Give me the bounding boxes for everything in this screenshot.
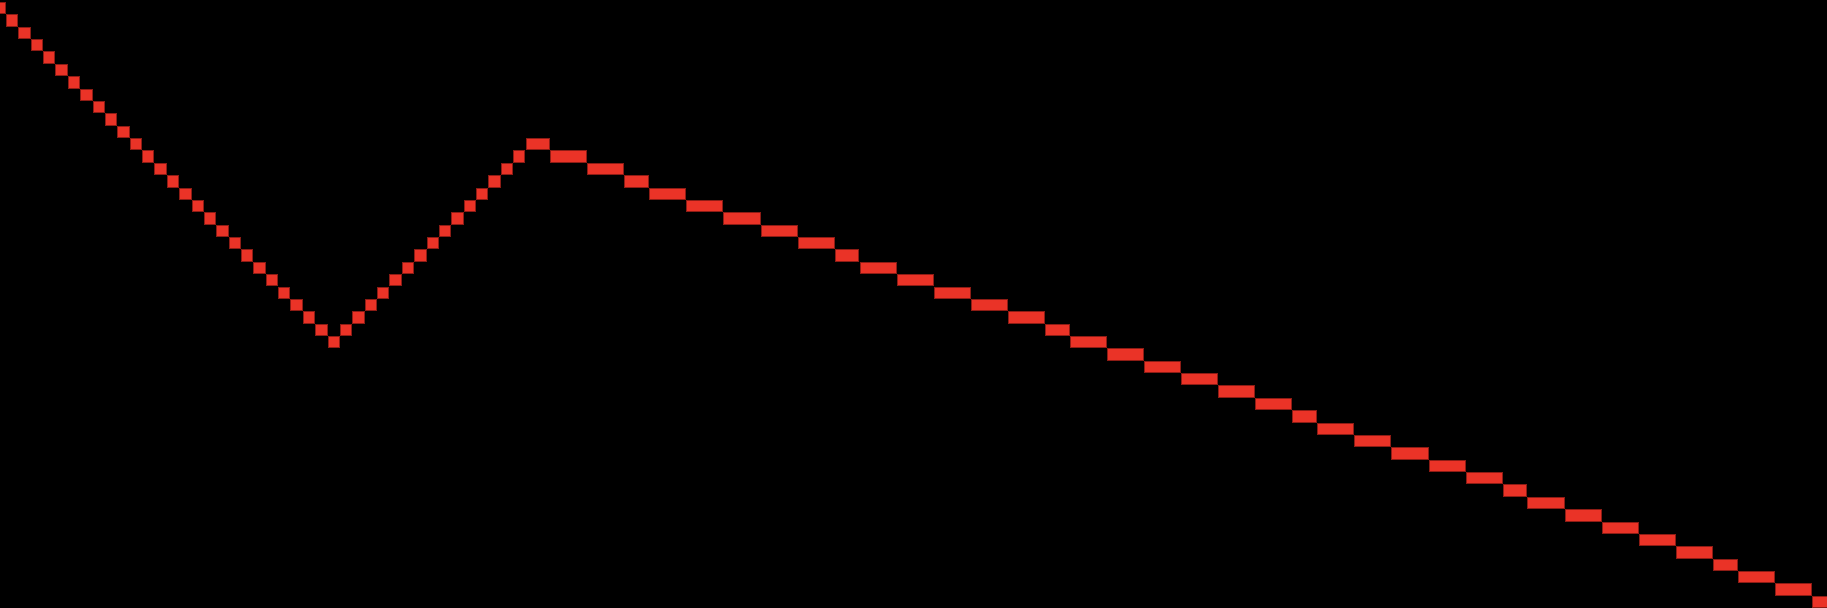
line-step-block	[154, 162, 167, 176]
line-step-block	[1007, 311, 1046, 324]
line-step-block	[1428, 459, 1466, 473]
line-step-block	[896, 274, 934, 287]
line-step-block	[723, 212, 761, 225]
line-step-block	[1713, 558, 1738, 571]
line-step-block	[327, 335, 340, 349]
line-step-block	[265, 274, 279, 287]
line-step-block	[488, 175, 501, 188]
line-step-block	[166, 175, 180, 188]
line-step-block	[216, 224, 229, 238]
line-step-block	[1106, 348, 1144, 361]
line-step-block	[1144, 360, 1182, 374]
line-step-block	[1255, 397, 1293, 411]
line-step-block	[1601, 521, 1639, 534]
line-step-block	[414, 249, 427, 262]
line-step-block	[550, 150, 588, 163]
line-step-block	[1045, 323, 1070, 336]
line-step-block	[389, 274, 402, 287]
line-step-block	[315, 323, 328, 336]
line-step-block	[278, 286, 291, 299]
line-step-block	[18, 26, 31, 40]
line-step-block	[352, 311, 365, 324]
line-step-block	[1069, 335, 1107, 349]
line-step-block	[203, 212, 217, 225]
line-step-block	[649, 187, 687, 200]
line-step-block	[0, 2, 6, 15]
line-step-block	[1292, 410, 1318, 423]
line-step-block	[451, 212, 464, 225]
line-step-block	[43, 51, 56, 64]
line-step-block	[129, 138, 143, 151]
line-step-block	[1675, 546, 1714, 559]
line-step-block	[476, 187, 489, 200]
line-step-block	[587, 162, 625, 176]
line-step-block	[401, 261, 415, 275]
line-step-block	[426, 237, 439, 250]
line-step-block	[302, 311, 316, 324]
line-step-block	[797, 237, 835, 250]
line-step-block	[55, 63, 68, 77]
line-step-block	[5, 14, 19, 27]
line-step-block	[80, 88, 93, 101]
line-step-block	[1527, 496, 1565, 510]
line-step-block	[933, 286, 971, 299]
line-step-block	[1354, 434, 1392, 448]
line-step-block	[377, 286, 390, 299]
line-step-block	[525, 138, 551, 151]
line-step-block	[92, 100, 105, 114]
line-step-block	[463, 199, 477, 213]
line-step-block	[513, 150, 526, 163]
line-step-block	[1181, 373, 1219, 386]
line-step-block	[1811, 595, 1827, 608]
line-step-block	[191, 199, 204, 213]
line-step-block	[142, 150, 155, 163]
line-step-block	[228, 237, 241, 250]
line-step-block	[1391, 447, 1429, 460]
line-step-block	[1218, 385, 1256, 398]
line-step-block	[834, 249, 860, 262]
line-step-block	[500, 162, 514, 176]
line-step-block	[970, 298, 1008, 312]
line-step-block	[1465, 472, 1503, 485]
line-step-block	[30, 39, 44, 52]
line-step-block	[1564, 509, 1602, 522]
line-step-block	[624, 175, 650, 188]
line-step-block	[339, 323, 353, 336]
line-step-block	[290, 298, 303, 312]
line-step-block	[253, 261, 266, 275]
line-step-block	[859, 261, 897, 275]
line-step-block	[104, 113, 118, 126]
line-step-block	[117, 125, 130, 139]
line-step-block	[364, 298, 378, 312]
line-step-block	[179, 187, 192, 200]
line-step-block	[1737, 571, 1775, 584]
line-step-block	[1502, 484, 1528, 497]
line-step-block	[1317, 422, 1355, 435]
line-step-block	[1638, 533, 1676, 547]
line-step-block	[686, 199, 724, 213]
line-step-block	[241, 249, 254, 262]
line-step-block	[1774, 583, 1812, 596]
line-step-block	[438, 224, 452, 238]
line-step-block	[760, 224, 798, 238]
line-step-block	[67, 76, 81, 89]
